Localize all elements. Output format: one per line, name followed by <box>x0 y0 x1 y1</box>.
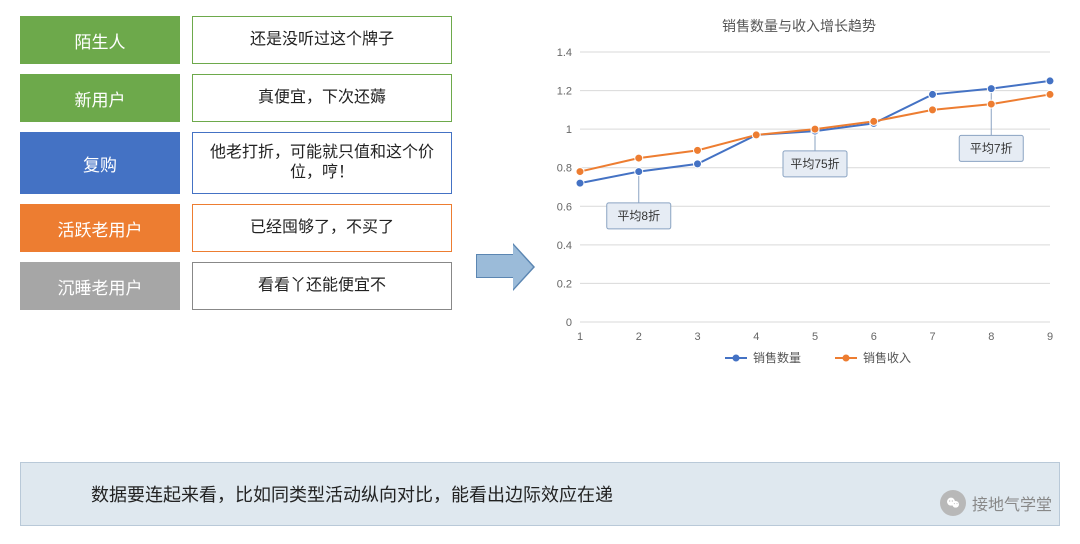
svg-text:0.4: 0.4 <box>557 240 572 252</box>
footer-text: 数据要连起来看，比如同类型活动纵向对比，能看出边际效应在递 <box>91 481 613 507</box>
line-chart: 0 0.2 0.4 0.6 0.8 1 1.2 1.4 1 2 3 4 5 6 7 8 9 平均8折 平均75折 平均… <box>538 42 1060 372</box>
svg-text:0: 0 <box>566 317 572 329</box>
svg-text:2: 2 <box>636 331 642 343</box>
svg-text:平均7折: 平均7折 <box>970 140 1013 155</box>
svg-text:1.2: 1.2 <box>557 86 572 98</box>
svg-text:销售收入: 销售收入 <box>863 350 911 365</box>
comment-box: 还是没听过这个牌子 <box>192 16 452 64</box>
svg-text:7: 7 <box>929 331 935 343</box>
comment-box: 他老打折，可能就只值和这个价位，哼！ <box>192 132 452 194</box>
svg-text:0.2: 0.2 <box>557 278 572 290</box>
svg-text:销售数量: 销售数量 <box>753 350 801 365</box>
svg-text:0.8: 0.8 <box>557 163 572 175</box>
arrow-right-icon <box>476 254 514 278</box>
stage-box: 活跃老用户 <box>20 204 180 252</box>
stages-column: 陌生人新用户复购活跃老用户沉睡老用户 <box>20 16 180 376</box>
svg-text:0.6: 0.6 <box>557 201 572 213</box>
svg-text:1: 1 <box>566 124 572 136</box>
svg-text:9: 9 <box>1047 331 1053 343</box>
stage-box: 沉睡老用户 <box>20 262 180 310</box>
comment-box: 已经囤够了，不买了 <box>192 204 452 252</box>
stage-box: 陌生人 <box>20 16 180 64</box>
svg-text:4: 4 <box>753 331 759 343</box>
svg-text:3: 3 <box>694 331 700 343</box>
svg-text:平均75折: 平均75折 <box>790 156 839 171</box>
comment-box: 看看丫还能便宜不 <box>192 262 452 310</box>
watermark-text: 接地气学堂 <box>972 491 1052 515</box>
stage-box: 复购 <box>20 132 180 194</box>
chart-title: 销售数量与收入增长趋势 <box>538 16 1060 36</box>
svg-text:5: 5 <box>812 331 818 343</box>
svg-text:1: 1 <box>577 331 583 343</box>
wechat-icon <box>940 490 966 516</box>
chart-area: 销售数量与收入增长趋势 0 0.2 0.4 0.6 0.8 1 1.2 1.4 1 2 3 4 5 6 7 8… <box>538 16 1060 376</box>
stage-box: 新用户 <box>20 74 180 122</box>
svg-text:6: 6 <box>871 331 877 343</box>
footer-note: 数据要连起来看，比如同类型活动纵向对比，能看出边际效应在递 <box>20 462 1060 526</box>
svg-text:平均8折: 平均8折 <box>617 208 660 223</box>
watermark: 接地气学堂 <box>940 490 1052 516</box>
svg-text:8: 8 <box>988 331 994 343</box>
arrow-column <box>464 16 526 376</box>
comment-box: 真便宜，下次还薅 <box>192 74 452 122</box>
main-area: 陌生人新用户复购活跃老用户沉睡老用户 还是没听过这个牌子真便宜，下次还薅他老打折… <box>0 0 1080 376</box>
comments-column: 还是没听过这个牌子真便宜，下次还薅他老打折，可能就只值和这个价位，哼！ 已经囤够了… <box>192 16 452 376</box>
svg-text:1.4: 1.4 <box>557 47 572 59</box>
